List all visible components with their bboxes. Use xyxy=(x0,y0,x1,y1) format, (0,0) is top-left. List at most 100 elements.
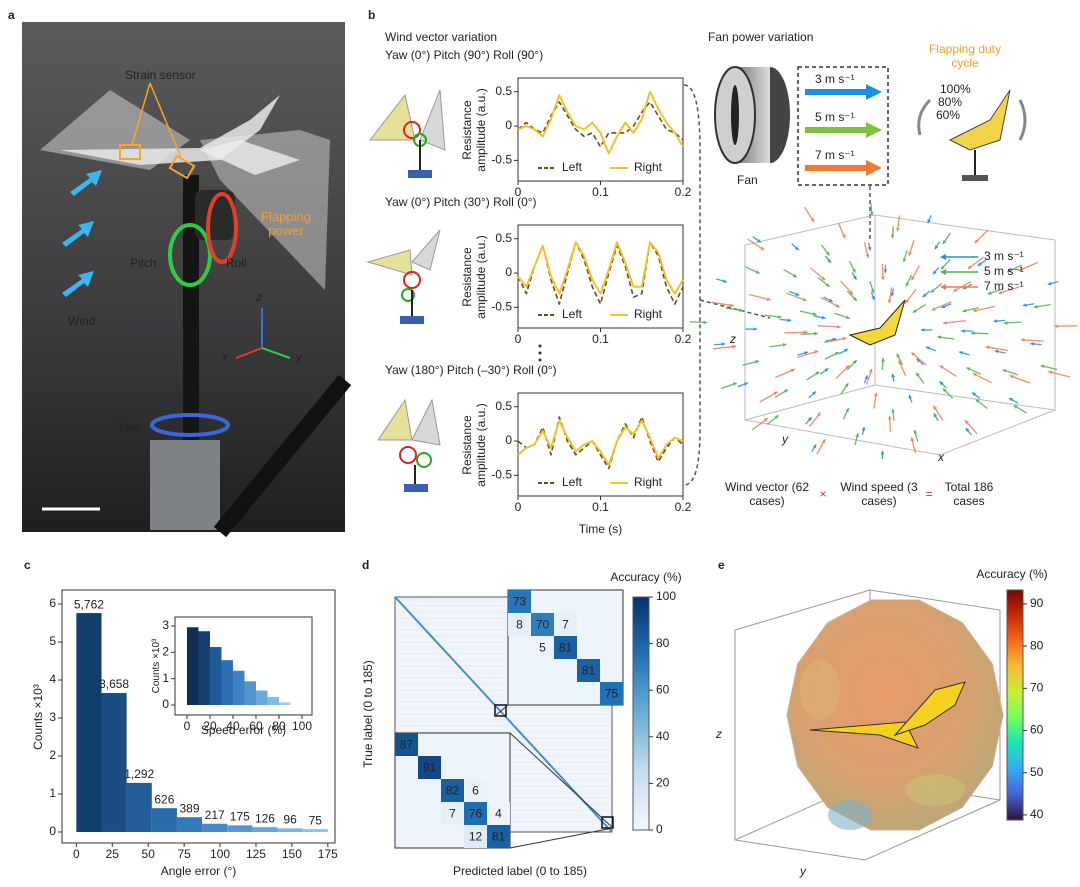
wind-arrowhead xyxy=(861,426,866,431)
y-axis-label: y xyxy=(799,864,807,878)
wind-arrowhead xyxy=(803,330,808,335)
z-axis-label: z xyxy=(715,727,722,741)
wind-arrowhead xyxy=(804,351,808,355)
x-tick-label: 0 xyxy=(515,185,522,199)
x-tick-label: 0.1 xyxy=(592,185,609,199)
wind-arrowhead xyxy=(943,320,947,325)
cell-label: 81 xyxy=(492,830,506,844)
y-axis-label: y xyxy=(781,432,789,446)
fan-label: Fan xyxy=(737,173,758,187)
colorbar-tick-label: 60 xyxy=(1030,723,1044,737)
wind-arrowhead xyxy=(891,408,896,413)
legend-label: Left xyxy=(562,160,583,174)
wind-arrowhead xyxy=(867,246,872,251)
wind-arrowhead xyxy=(824,368,829,372)
wind-arrowhead xyxy=(1013,405,1018,409)
x-tick-label: 0.2 xyxy=(675,185,692,199)
cell-label: 70 xyxy=(536,618,550,632)
bar xyxy=(227,825,253,832)
wind-arrowhead xyxy=(1040,364,1045,369)
wind-arrowhead xyxy=(845,315,850,320)
axes-3d xyxy=(744,214,1056,456)
wind-arrowhead xyxy=(964,420,969,425)
value-label: 175 xyxy=(230,810,250,824)
wind-arrowhead xyxy=(910,437,915,442)
wind-arrowhead xyxy=(940,265,945,270)
y-axis-label: Resistance amplitude (a.u.) xyxy=(460,402,488,487)
x-axis-label: Speed error (%) xyxy=(201,723,286,737)
surface-patch xyxy=(828,800,872,830)
wind-arrowhead xyxy=(891,373,896,378)
bar xyxy=(252,827,278,832)
wind-arrowhead xyxy=(851,268,856,273)
wind-arrowhead xyxy=(975,399,980,404)
wind-arrowhead xyxy=(911,276,915,281)
x-tick-label: 0 xyxy=(184,719,191,733)
value-label: 626 xyxy=(154,792,174,806)
y-tick-label: -0.5 xyxy=(491,153,512,167)
x-axis-label: Angle error (°) xyxy=(161,864,237,878)
heatmap-cell xyxy=(531,636,554,659)
panel-label: d xyxy=(362,558,369,572)
wind-arrowhead xyxy=(812,444,817,449)
x-axis-label: x xyxy=(937,450,945,464)
heatmap-cell xyxy=(464,825,487,848)
speed-arrowhead xyxy=(866,122,882,138)
heatmap-cell xyxy=(508,590,531,613)
wind-arrowhead xyxy=(933,413,938,418)
robot-thumbnail xyxy=(368,89,446,178)
wind-arrowhead xyxy=(1048,370,1053,375)
wind-arrowhead xyxy=(756,238,761,243)
wind-arrowhead xyxy=(1022,303,1027,307)
wind-arrowhead xyxy=(931,307,936,311)
value-label: 126 xyxy=(255,811,275,825)
y-tick-label: 1 xyxy=(162,671,169,685)
x-tick-label: 100 xyxy=(292,719,312,733)
wind-arrowhead xyxy=(721,342,726,347)
y-tick-label: 0.5 xyxy=(495,399,512,413)
wind-arrowhead xyxy=(865,254,870,258)
wind-arrow xyxy=(1018,261,1039,272)
bar xyxy=(255,690,268,705)
y-tick-label: 0 xyxy=(162,697,169,711)
wind-arrowhead xyxy=(853,297,857,301)
wind-arrow xyxy=(1009,374,1031,384)
heatmap-cell xyxy=(464,802,487,825)
chart-title: Yaw (0°) Pitch (90°) Roll (90°) xyxy=(385,48,543,62)
wind-arrowhead xyxy=(873,392,878,397)
wind-arrowhead xyxy=(987,291,992,295)
colorbar-tick-label: 50 xyxy=(1030,765,1044,779)
wind-arrowhead xyxy=(1018,267,1023,272)
wind-arrowhead xyxy=(971,331,975,336)
wind-arrowhead xyxy=(939,365,944,370)
wind-arrowhead xyxy=(821,315,826,320)
cell-label: 81 xyxy=(582,664,596,678)
wind-arrowhead xyxy=(1054,324,1059,329)
x-tick-label: 0 xyxy=(515,500,522,514)
x-tick-label: 20 xyxy=(203,719,217,733)
wind-arrowhead xyxy=(732,382,737,386)
colorbar-tick-label: 40 xyxy=(656,729,670,743)
wind-arrowhead xyxy=(916,372,920,377)
photo-label: z xyxy=(255,290,262,304)
heatmap-cell xyxy=(577,659,600,682)
colorbar-tick-label: 80 xyxy=(1030,638,1044,652)
wind-arrowhead xyxy=(941,304,946,309)
legend-label: Right xyxy=(634,475,663,489)
duty-level: 60% xyxy=(936,108,960,122)
bar xyxy=(267,697,279,705)
wind-arrowhead xyxy=(972,373,977,377)
x-tick-label: 50 xyxy=(142,847,156,861)
wind-arrowhead xyxy=(1009,398,1014,402)
robot-wing xyxy=(848,299,906,346)
wind-arrow xyxy=(1054,325,1078,327)
heatmap-cell xyxy=(600,682,623,705)
wind-arrowhead xyxy=(977,262,982,266)
cell-label: 87 xyxy=(400,738,414,752)
wind-arrowhead xyxy=(732,344,736,349)
photo-label: Flapping power xyxy=(261,209,311,238)
y-tick-label: 3 xyxy=(162,618,169,632)
wind-arrowhead xyxy=(766,297,771,302)
wind-arrowhead xyxy=(802,297,807,302)
